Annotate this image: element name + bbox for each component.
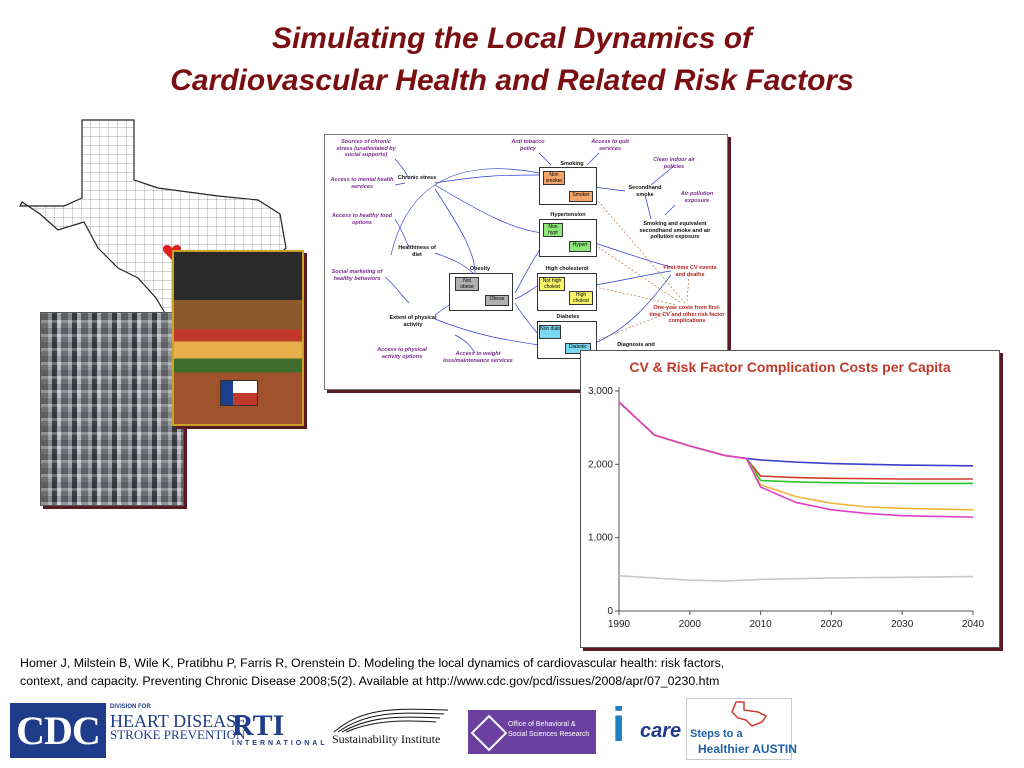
stroke-prevention-label: STROKE PREVENTION bbox=[110, 727, 246, 742]
heart-disease-label: HEART DISEASE bbox=[110, 711, 248, 731]
label-access-mental: Access to mental health services bbox=[330, 177, 394, 190]
hypert-stock: Hypert bbox=[569, 241, 591, 252]
label-smoking-equiv: Smoking and equivalent secondhand smoke … bbox=[639, 221, 711, 240]
diabetic-stock: Diabetic bbox=[565, 343, 591, 354]
label-high-chol: High cholesterol bbox=[545, 266, 589, 272]
label-access-activity: Access to physical activity options bbox=[377, 347, 427, 360]
y-tick-label: 3,000 bbox=[588, 386, 613, 397]
label-air-pollution: Air pollution exposure bbox=[680, 191, 714, 204]
title-line-1: Simulating the Local Dynamics of bbox=[271, 22, 753, 55]
cdc-logo: CDC bbox=[10, 703, 106, 758]
label-diagnosis: Diagnosis and bbox=[617, 342, 655, 348]
label-clean-indoor: Clean indoor air policies bbox=[653, 157, 695, 170]
rti-sub-label: INTERNATIONAL bbox=[232, 740, 328, 747]
division-label: DIVISION FOR bbox=[110, 704, 151, 710]
market-photo bbox=[172, 250, 304, 426]
label-one-year-costs: One-year costs from first-time CV and ot… bbox=[649, 305, 725, 324]
x-tick-label: 2020 bbox=[820, 619, 843, 630]
smoker-stock: Smoker bbox=[569, 191, 593, 202]
y-tick-label: 1,000 bbox=[588, 533, 613, 544]
sustainability-label: Sustainability Institute bbox=[332, 732, 441, 746]
citation-line-2: context, and capacity. Preventing Chroni… bbox=[20, 674, 720, 688]
y-tick-label: 2,000 bbox=[588, 459, 613, 470]
chart-title: CV & Risk Factor Complication Costs per … bbox=[629, 359, 951, 375]
citation: Homer J, Milstein B, Wile K, Pratibhu P,… bbox=[20, 654, 840, 690]
rti-logo: RTI bbox=[232, 709, 285, 742]
x-tick-label: 2000 bbox=[679, 619, 702, 630]
not-high-chol-stock: Not high cholest bbox=[539, 277, 565, 291]
citation-line-1: Homer J, Milstein B, Wile K, Pratibhu P,… bbox=[20, 656, 725, 670]
title-line-2: Cardiovascular Health and Related Risk F… bbox=[170, 64, 854, 97]
x-tick-label: 1990 bbox=[608, 619, 631, 630]
x-tick-label: 2030 bbox=[891, 619, 914, 630]
high-chol-stock: High cholest bbox=[569, 291, 593, 305]
non-hypt-stock: Non hypt bbox=[543, 223, 563, 237]
label-chronic-stress: Chronic stress bbox=[397, 175, 437, 181]
icare-i-logo: i bbox=[612, 699, 626, 752]
x-tick-label: 2010 bbox=[749, 619, 772, 630]
label-first-time-cv: First-time CV events and deaths bbox=[663, 265, 717, 278]
series-line-1 bbox=[618, 401, 974, 467]
label-extent-activity: Extent of physical activity bbox=[389, 315, 437, 328]
traffic-photo bbox=[40, 312, 184, 506]
label-diabetes: Diabetes bbox=[556, 314, 580, 320]
causal-loop-diagram: Sources of chronic stress (unalleviated … bbox=[324, 134, 728, 390]
non-smoker-stock: Non smoker bbox=[543, 171, 565, 185]
series-line-5 bbox=[618, 401, 974, 518]
label-access-weight: Access to weight loss/maintenance servic… bbox=[443, 351, 513, 364]
obssr-diamond-icon bbox=[470, 714, 508, 752]
cost-chart: CV & Risk Factor Complication Costs per … bbox=[580, 350, 1000, 648]
texas-outline-icon bbox=[731, 701, 768, 727]
sustainability-swirl-icon bbox=[333, 708, 449, 733]
non-diab-stock: Non diab bbox=[539, 325, 561, 339]
y-tick-label: 0 bbox=[607, 606, 613, 617]
label-hypertension: Hypertension bbox=[550, 212, 586, 218]
x-tick-label: 2040 bbox=[962, 619, 985, 630]
slide-title: Simulating the Local Dynamics of Cardiov… bbox=[0, 18, 1024, 102]
series-line-6 bbox=[618, 575, 974, 582]
steps-label: Steps to a bbox=[690, 728, 743, 740]
series-line-4 bbox=[618, 401, 974, 511]
healthier-austin-label: Healthier AUSTIN bbox=[698, 742, 797, 756]
obssr-logo: Office of Behavioral & Social Sciences R… bbox=[468, 710, 596, 754]
texas-flag-icon bbox=[220, 380, 258, 406]
label-obesity: Obesity bbox=[469, 266, 491, 272]
label-healthiness-diet: Healthiness of diet bbox=[398, 245, 436, 258]
chart-plot: 0 1,000 2,000 3,000 1990 2000 2010 2020 2030 2040 bbox=[588, 386, 985, 630]
label-smoking: Smoking bbox=[560, 161, 584, 167]
not-obese-stock: Not obese bbox=[455, 277, 479, 291]
label-social-marketing: Social marketing of healthy behaviors bbox=[331, 269, 383, 282]
label-access-food: Access to healthy food options bbox=[331, 213, 393, 226]
steps-logo bbox=[686, 698, 792, 760]
diagram-arrows bbox=[384, 152, 690, 354]
label-sources-stress: Sources of chronic stress (unalleviated … bbox=[336, 139, 396, 158]
label-secondhand: Secondhand smoke bbox=[628, 185, 662, 198]
label-access-quit: Access to quit services bbox=[591, 139, 629, 152]
series-line-3 bbox=[618, 401, 973, 485]
label-anti-tobacco: Anti tobacco policy bbox=[511, 139, 545, 152]
obese-stock: Obese bbox=[485, 295, 509, 306]
icare-care-label: care bbox=[640, 720, 682, 742]
obssr-label: Office of Behavioral & Social Sciences R… bbox=[508, 721, 590, 738]
